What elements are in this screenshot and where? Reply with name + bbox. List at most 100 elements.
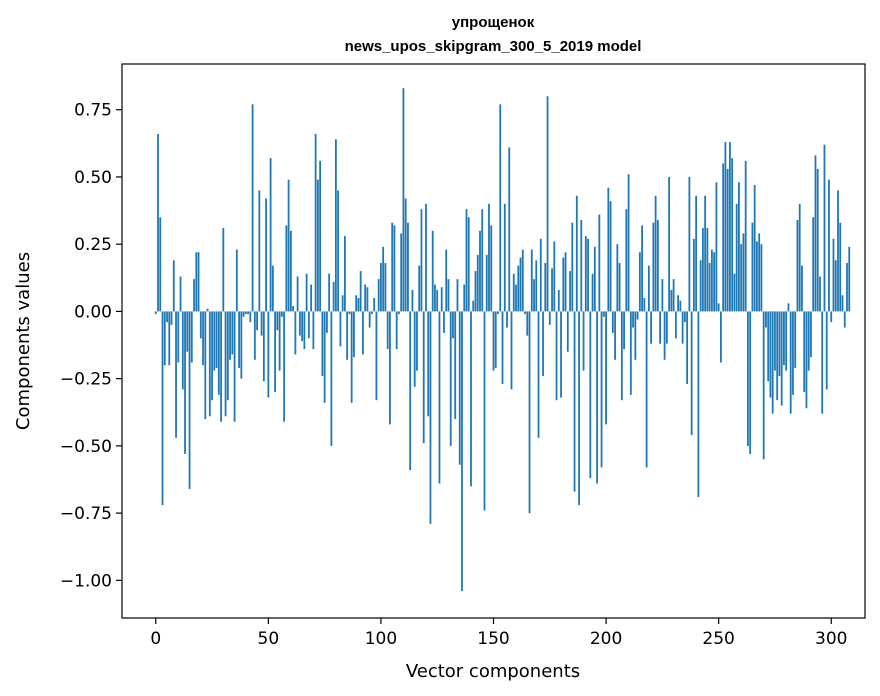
bar-219: [647, 265, 650, 312]
bar-70: [312, 311, 315, 350]
x-tick-label: 200: [590, 629, 622, 649]
bar-177: [553, 241, 556, 312]
bar-91: [359, 271, 362, 312]
y-tick-label: −0.25: [60, 370, 112, 390]
bar-21: [202, 311, 204, 366]
bar-276: [776, 311, 779, 401]
bar-181: [562, 257, 565, 312]
bar-174: [546, 96, 549, 312]
bar-15: [188, 311, 191, 489]
bar-243: [701, 228, 704, 312]
bar-179: [557, 289, 560, 312]
bar-172: [542, 311, 544, 376]
bar-229: [670, 289, 673, 312]
bar-1: [157, 133, 159, 312]
bar-306: [843, 311, 846, 328]
bar-128: [443, 311, 445, 333]
bar-242: [699, 260, 702, 312]
bar-162: [519, 257, 522, 312]
bar-28: [217, 311, 220, 395]
bar-278: [780, 311, 783, 406]
bar-204: [614, 311, 616, 360]
bar-226: [663, 311, 666, 360]
bar-200: [605, 311, 607, 425]
bar-100: [380, 263, 382, 312]
bar-24: [208, 311, 211, 417]
bar-95: [368, 311, 371, 328]
bar-259: [738, 182, 740, 312]
bar-202: [609, 201, 612, 312]
bar-261: [742, 233, 745, 312]
bar-147: [485, 254, 488, 312]
bar-53: [274, 311, 276, 393]
bar-30: [222, 228, 225, 312]
bar-48: [262, 311, 265, 382]
bar-76: [325, 311, 328, 333]
bar-163: [521, 249, 524, 312]
bar-87: [350, 311, 353, 403]
bar-295: [819, 276, 821, 312]
bar-180: [560, 311, 562, 398]
bar-287: [801, 265, 803, 312]
bar-285: [796, 219, 799, 312]
bar-192: [587, 238, 589, 312]
bar-19: [197, 252, 200, 312]
bar-12: [181, 311, 184, 390]
bar-305: [841, 295, 844, 312]
bar-184: [569, 271, 571, 312]
bar-209: [625, 209, 628, 312]
bar-151: [494, 311, 497, 368]
bar-125: [436, 289, 439, 312]
bar-149: [490, 225, 493, 312]
y-tick-label: 0.50: [74, 168, 112, 188]
bar-199: [602, 311, 605, 317]
bar-119: [422, 311, 425, 444]
bar-171: [539, 238, 542, 312]
y-tick-label: 0.25: [74, 235, 112, 255]
bar-74: [321, 311, 324, 376]
bar-58: [285, 225, 288, 312]
bar-205: [616, 244, 619, 312]
bar-32: [226, 311, 229, 401]
bar-221: [652, 222, 655, 312]
bar-86: [348, 311, 351, 315]
bar-274: [771, 311, 774, 414]
bar-159: [512, 273, 515, 312]
bar-262: [744, 160, 747, 312]
bar-271: [765, 311, 767, 328]
bar-234: [681, 311, 684, 344]
bar-189: [580, 219, 583, 312]
bar-217: [643, 297, 646, 312]
bar-272: [767, 311, 770, 382]
bar-31: [224, 311, 227, 417]
bar-57: [283, 311, 286, 422]
bar-101: [382, 246, 385, 312]
bar-4: [163, 311, 166, 366]
bar-258: [735, 203, 738, 312]
x-tick-label: 0: [150, 629, 161, 649]
bar-144: [479, 230, 481, 312]
bar-231: [674, 311, 677, 339]
bar-78: [330, 311, 333, 446]
bar-67: [305, 273, 308, 312]
bar-93: [364, 284, 367, 312]
x-axis-ticks: 0 50 100 150 200 250 300: [150, 618, 847, 649]
bar-264: [749, 311, 752, 454]
bar-241: [697, 311, 700, 497]
bar-193: [589, 311, 592, 479]
bar-20: [199, 311, 202, 339]
bar-35: [233, 311, 236, 422]
bar-104: [389, 311, 391, 425]
bar-38: [240, 311, 243, 379]
bar-26: [213, 311, 216, 371]
bar-224: [659, 311, 662, 344]
bar-50: [267, 311, 270, 398]
bar-167: [530, 249, 533, 312]
bar-80: [334, 139, 337, 312]
x-tick-label: 300: [815, 629, 847, 649]
bar-233: [679, 300, 682, 312]
bar-293: [814, 155, 817, 312]
bar-195: [593, 246, 596, 312]
bar-232: [677, 295, 680, 312]
